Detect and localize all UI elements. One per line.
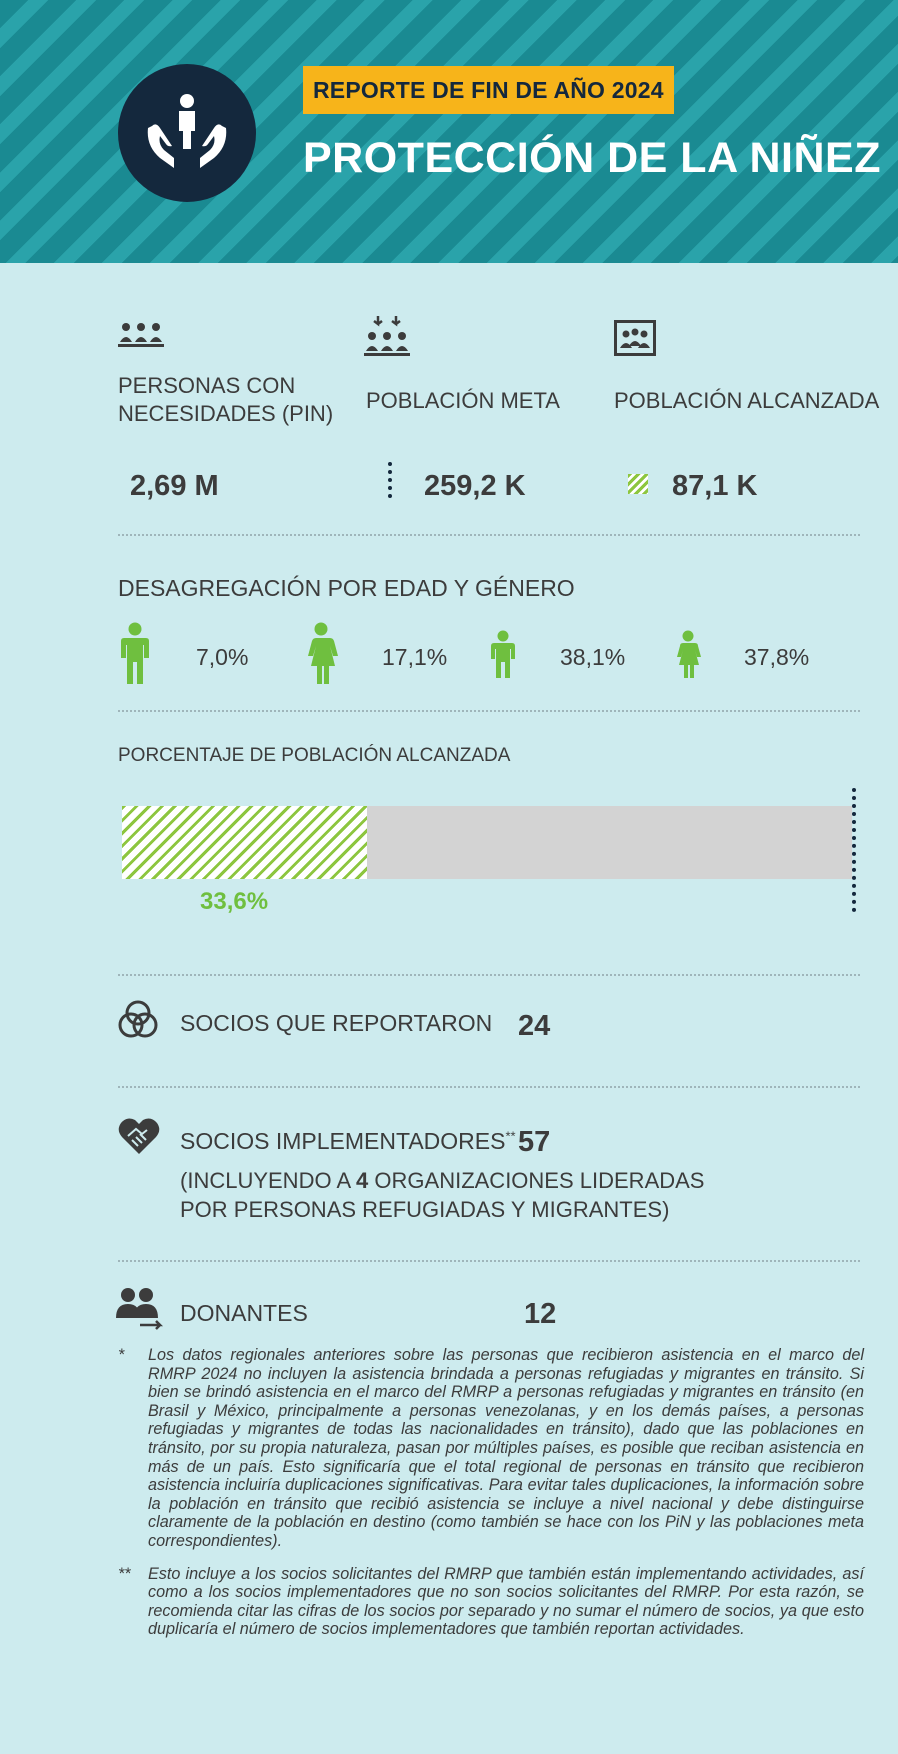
meta-value: 259,2 K — [424, 470, 526, 502]
socios-reportaron-value: 24 — [518, 1010, 551, 1042]
divider — [118, 974, 860, 976]
meta-label: POBLACIÓN META — [366, 388, 560, 413]
footnotes: * Los datos regionales anteriores sobre … — [118, 1346, 864, 1653]
footnote: ** Esto incluye a los socios solicitante… — [118, 1564, 864, 1639]
donantes-value: 12 — [524, 1298, 557, 1330]
pin-value: 2,69 M — [130, 470, 219, 502]
alcanzada-value: 87,1 K — [672, 470, 758, 502]
donors-icon — [116, 1288, 164, 1330]
socios-implementadores-label: SOCIOS IMPLEMENTADORES** — [180, 1128, 516, 1154]
progress-track — [122, 806, 852, 879]
divider — [118, 1086, 860, 1088]
divider — [118, 534, 860, 536]
socios-implementadores-value: 57 — [518, 1126, 551, 1158]
progress-fill — [122, 806, 368, 879]
socios-reportaron-label: SOCIOS QUE REPORTARON — [180, 1010, 493, 1036]
reached-population-icon — [614, 320, 656, 356]
desagregacion-title: DESAGREGACIÓN POR EDAD Y GÉNERO — [118, 575, 575, 601]
meta-marker — [388, 462, 392, 498]
boy-icon — [491, 630, 515, 678]
report-badge: REPORTE DE FIN DE AÑO 2024 — [303, 66, 674, 114]
alcanzada-label: POBLACIÓN ALCANZADA — [614, 388, 880, 413]
divider — [118, 1260, 860, 1262]
header-banner: REPORTE DE FIN DE AÑO 2024 PROTECCIÓN DE… — [0, 0, 898, 263]
heart-handshake-icon — [118, 1118, 160, 1154]
progress-target-marker — [852, 788, 856, 912]
alcanzada-swatch — [628, 474, 648, 494]
donantes-label: DONANTES — [180, 1300, 308, 1326]
girl-icon — [677, 630, 701, 678]
boy-value: 38,1% — [560, 644, 626, 670]
porcentaje-title: PORCENTAJE DE POBLACIÓN ALCANZADA — [118, 745, 511, 766]
progress-percentage: 33,6% — [200, 888, 269, 915]
venn-circles-icon — [118, 1000, 158, 1038]
target-population-icon — [364, 316, 410, 356]
logo-badge — [118, 64, 256, 202]
man-icon — [121, 622, 149, 684]
man-value: 7,0% — [196, 644, 249, 670]
divider — [118, 710, 860, 712]
woman-icon — [308, 622, 338, 684]
pin-label: PERSONAS CON NECESIDADES (PIN) — [118, 373, 334, 426]
footnote: * Los datos regionales anteriores sobre … — [118, 1346, 864, 1550]
socios-implementadores-note: (INCLUYENDO A 4 ORGANIZACIONES LIDERADAS… — [180, 1168, 705, 1222]
girl-value: 37,8% — [744, 644, 810, 670]
hands-protecting-child-icon — [147, 94, 227, 168]
people-group-icon — [118, 323, 164, 347]
page-title: PROTECCIÓN DE LA NIÑEZ — [303, 134, 881, 182]
woman-value: 17,1% — [382, 644, 448, 670]
